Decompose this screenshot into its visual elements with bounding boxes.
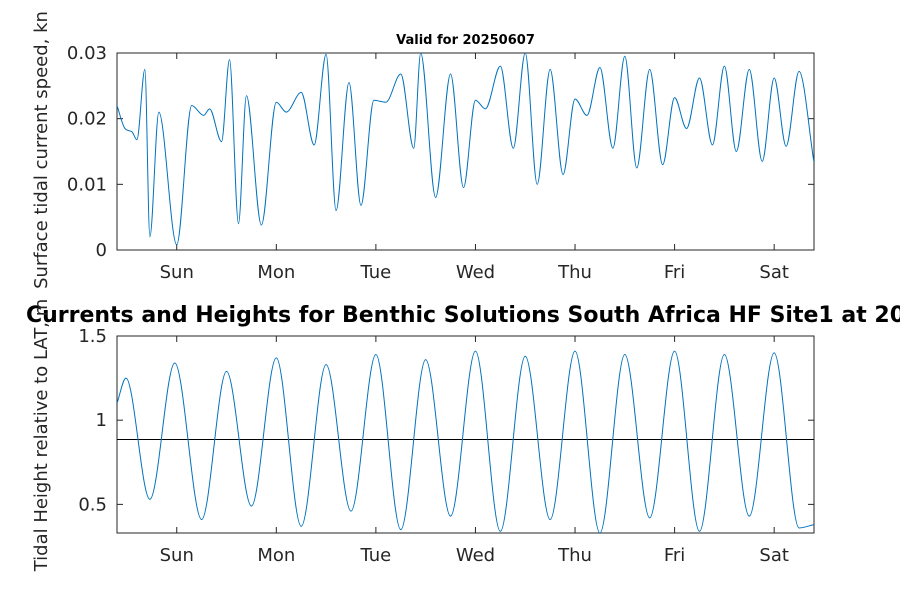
axes-box <box>116 52 815 251</box>
x-tick-label: Mon <box>257 545 295 566</box>
y-tick-label: 0.02 <box>67 109 107 130</box>
x-tick-label: Tue <box>360 262 392 283</box>
x-tick-label: Wed <box>456 545 495 566</box>
y-tick-label: 0.03 <box>67 43 107 64</box>
x-tick-label: Sun <box>160 545 194 566</box>
chart-title: Valid for 20250607 <box>396 33 535 48</box>
x-tick-label: Sun <box>160 262 194 283</box>
x-tick-label: Sat <box>759 262 789 283</box>
y-tick-label: 0 <box>96 240 107 261</box>
x-tick-label: Mon <box>257 262 295 283</box>
x-tick-label: Thu <box>557 545 592 566</box>
x-tick-label: Tue <box>360 545 392 566</box>
x-tick-label: Sat <box>759 545 789 566</box>
y-tick-label: 1.5 <box>78 326 107 347</box>
y-axis-label: Surface tidal current speed, kn <box>31 11 52 289</box>
plot-panel-2: 0.5 1 1.5 Sun Mon Tue Wed Thu Fri Sat Currents and… <box>26 299 900 573</box>
series-line-1 <box>117 350 814 533</box>
chart-title: Currents and Heights for Benthic Solutio… <box>26 303 900 328</box>
axes-box <box>116 335 815 534</box>
plot-panel-1: 0 0.01 0.02 0.03 Sun Mon Tue Wed Thu Fri Sat Valid … <box>31 11 815 289</box>
y-tick-label: 0.5 <box>78 494 107 515</box>
x-tick-label: Thu <box>557 262 592 283</box>
y-tick-label: 1 <box>96 410 107 431</box>
y-axis-label: Tidal Height relative to LAT, m <box>31 299 52 573</box>
x-tick-label: Wed <box>456 262 495 283</box>
series-line-1 <box>117 53 814 246</box>
x-tick-label: Fri <box>664 262 685 283</box>
y-tick-label: 0.01 <box>67 174 107 195</box>
x-tick-label: Fri <box>664 545 685 566</box>
